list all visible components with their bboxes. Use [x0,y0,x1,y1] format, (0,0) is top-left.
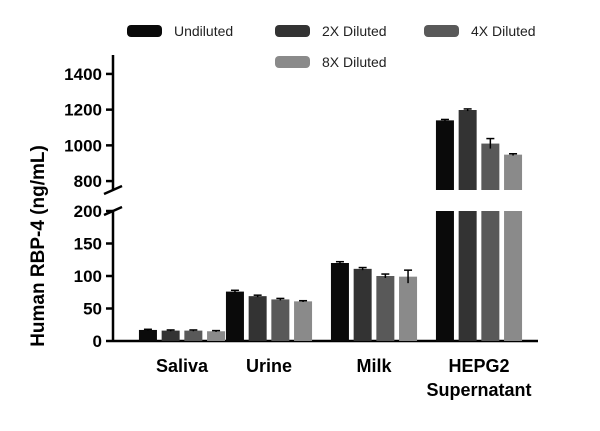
y-tick-label: 1000 [64,136,102,155]
legend-swatch [275,25,310,37]
bar [184,330,203,341]
legend: Undiluted 2X Diluted 4X Diluted 8X Diluted [127,23,536,70]
x-category-label: Supernatant [426,380,531,400]
bar [435,211,454,341]
bar [504,211,523,341]
bar [161,330,180,341]
legend-item: 8X Diluted [275,54,387,70]
bar [376,276,395,341]
x-category-label: Urine [246,356,292,376]
y-tick-label: 50 [83,300,102,319]
y-tick-label: 0 [93,332,102,351]
bar [294,301,313,341]
legend-swatch [127,25,162,37]
legend-swatch [424,25,459,37]
bar [481,143,500,190]
bar [271,299,290,341]
bar [248,296,267,341]
bar [330,263,349,341]
bar [435,120,454,190]
y-tick-label: 800 [74,172,102,191]
x-category-label: Milk [356,356,392,376]
bar [353,268,372,341]
bar [138,329,157,341]
y-tick-label: 200 [74,202,102,221]
labels: Saliva Urine Milk HEPG2 Supernatant [156,356,532,400]
y-tick-label: 1200 [64,101,102,120]
bar [225,291,244,341]
bar [207,331,226,341]
legend-label: 4X Diluted [471,23,536,39]
bar [504,154,523,190]
legend-item: 4X Diluted [424,23,536,39]
legend-item: Undiluted [127,23,233,39]
legend-label: 8X Diluted [322,54,387,70]
bars [138,108,523,341]
legend-label: Undiluted [174,23,233,39]
bar [458,211,477,341]
bar [399,276,418,341]
y-tick-label: 150 [74,235,102,254]
y-axis-title: Human RBP-4 (ng/mL) [28,145,49,347]
legend-item: 2X Diluted [275,23,387,39]
y-tick-label: 1400 [64,65,102,84]
y-tick-label: 100 [74,267,102,286]
bar [458,110,477,190]
axis-break-mark [103,184,123,196]
x-category-label: HEPG2 [448,356,509,376]
x-category-label: Saliva [156,356,209,376]
axes: 0 50 100 150 200 800 1000 1200 1400 [64,55,538,351]
bar [481,211,500,341]
legend-label: 2X Diluted [322,23,387,39]
legend-swatch [275,56,310,68]
